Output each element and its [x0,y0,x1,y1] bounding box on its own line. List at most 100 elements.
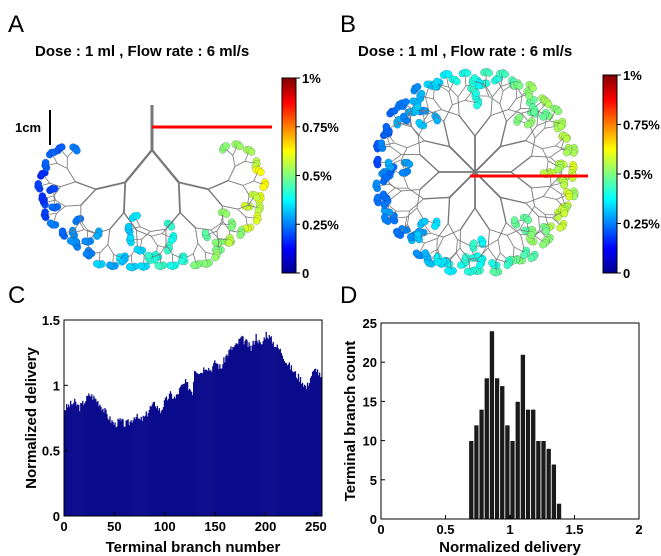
alveolus-dot [560,181,568,190]
airway-branch [195,227,199,244]
airway-branch [247,198,254,206]
alveolus-dot [433,77,441,86]
alveolus-dot [48,203,57,212]
delivery-bar [187,390,190,516]
delivery-bar [252,340,254,516]
airway-branch [388,204,397,212]
colorbar-tick-label: 0.25% [302,217,339,232]
delivery-bar [258,339,260,516]
delivery-bar [298,381,301,516]
delivery-bar [276,344,278,516]
airway-branch [113,254,122,258]
airway-branch [107,244,115,255]
delivery-bar [176,394,179,516]
delivery-bar [273,347,275,516]
alveolus-dot [421,249,430,257]
delivery-bar [90,396,92,516]
airway-branch [48,213,57,215]
alveolus-dot [167,222,176,231]
airway-branch [53,186,61,197]
airway-branch [487,247,497,260]
delivery-bar [236,343,238,516]
airway-branch [416,189,421,209]
airway-branch [489,229,508,236]
airway-branch [210,223,221,231]
alveolus-dot [478,240,487,249]
delivery-bar [121,418,123,516]
delivery-bar [250,351,252,516]
airway-branch [60,181,76,188]
delivery-bar [278,349,280,516]
airway-branch [419,109,429,115]
airway-branch [476,81,486,86]
delivery-bar [126,419,128,516]
delivery-bar [288,362,291,516]
panel-b: B Dose : 1 ml , Flow rate : 6 ml/s 1% 0.7… [340,11,660,281]
airway-branch [533,234,543,242]
delivery-bar [238,339,240,516]
delivery-bar [110,422,112,516]
airway-branch [534,128,545,139]
delivery-bar [118,419,120,516]
delivery-bar [199,373,201,516]
airway-branch [387,181,396,189]
airway-branch [49,182,61,188]
airway-branch [41,182,50,186]
airway-branch [244,153,249,162]
delivery-bar [230,346,232,516]
airway-branch [457,96,460,116]
airway-branch [76,229,85,233]
histogram-bar [494,377,501,520]
delivery-bar [212,366,214,516]
delivery-bar [239,338,241,516]
delivery-bar [161,409,164,516]
alveolus-dot [124,222,133,231]
alveolus-dot [46,219,55,228]
airway-branch [429,248,438,255]
delivery-bar [88,393,90,516]
airway-branch [474,145,502,173]
alveolus-dot [66,236,75,245]
delivery-bar [171,398,174,516]
y-tick-label: 15 [363,394,377,409]
delivery-bar [68,404,70,516]
delivery-bar [137,418,139,516]
airway-branch [80,188,97,206]
delivery-bar [231,349,233,516]
delivery-bar [130,420,132,516]
airway-branch [204,251,207,261]
airway-branch [387,187,396,195]
airway-branch [519,95,523,109]
delivery-bar [227,356,229,516]
airway-branch [407,224,413,234]
delivery-bar [262,341,264,516]
airway-branch [192,253,196,262]
airway-branch [447,197,451,224]
delivery-bar [279,348,281,516]
scale-bar-label: 1cm [15,120,41,135]
delivery-bar [78,404,80,516]
alveolus-dot [530,108,539,117]
airway-branch [245,216,254,219]
airway-branch [495,252,501,262]
delivery-bar [295,377,298,516]
histogram-bar [550,463,557,520]
airway-branch [222,205,238,210]
delivery-bar [293,371,296,516]
airway-branch [234,160,246,167]
airway-branch [459,207,476,230]
alveolus-dot [452,77,461,86]
delivery-bar [109,416,111,516]
delivery-bar [272,341,274,516]
airway-branch [519,229,530,233]
airway-branch [150,228,166,232]
airway-branch [73,220,82,231]
delivery-bar [182,383,185,516]
y-tick-label: 0 [53,509,60,524]
alveolus-dot [542,227,551,236]
airway-branch [439,84,449,88]
histogram-bar [535,440,542,520]
airway-branch [519,221,525,231]
delivery-bar [100,406,102,516]
